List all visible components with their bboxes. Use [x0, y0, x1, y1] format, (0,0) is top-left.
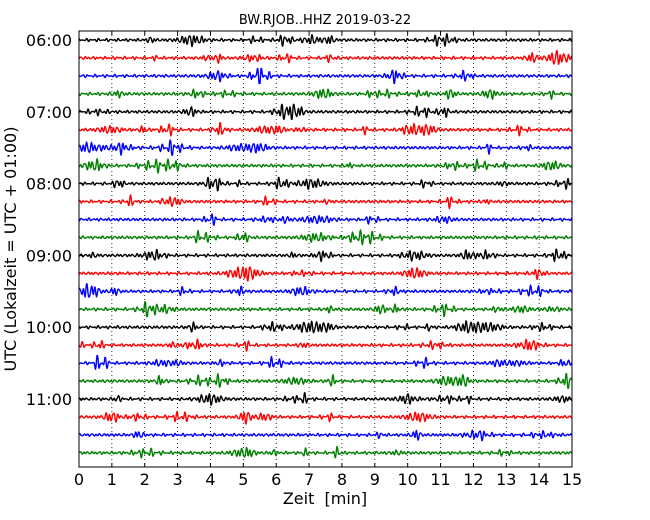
seismogram-trace [78, 354, 573, 370]
seismogram-trace [78, 283, 573, 298]
seismogram-trace [78, 320, 573, 334]
seismogram-trace [78, 176, 573, 192]
x-tick-label: 1 [107, 470, 117, 489]
seismogram-trace [78, 301, 573, 318]
seismogram-trace [78, 429, 573, 442]
grid-lines [111, 31, 540, 467]
y-tick-label: 09:00 [26, 246, 72, 265]
seismogram-trace [78, 139, 573, 156]
chart-title: BW.RJOB..HHZ 2019-03-22 [239, 13, 411, 28]
x-tick-label: 13 [496, 470, 516, 489]
x-tick-label: 7 [304, 470, 314, 489]
seismogram-trace [78, 88, 573, 100]
seismogram-traces [78, 33, 573, 459]
seismogram-trace [78, 49, 573, 66]
y-axis: 06:00 07:00 08:00 09:00 10:00 11:00 [26, 31, 572, 409]
x-tick-label: 8 [337, 470, 347, 489]
seismogram-trace [78, 121, 573, 137]
seismogram-trace [78, 373, 573, 390]
x-tick-label: 11 [430, 470, 450, 489]
x-tick-label: 15 [562, 470, 582, 489]
y-tick-label: 08:00 [26, 175, 72, 194]
seismogram-trace [78, 213, 573, 226]
seismogram-trace [78, 248, 573, 263]
x-tick-label: 5 [238, 470, 248, 489]
seismogram-trace [78, 266, 573, 282]
seismogram-trace [78, 158, 573, 174]
x-tick-label: 14 [529, 470, 549, 489]
x-tick-label: 12 [463, 470, 483, 489]
plot-border [78, 30, 573, 468]
seismogram-trace [78, 103, 573, 120]
x-axis: 0 1 2 3 4 5 6 7 8 9 10 11 12 13 14 15 [74, 31, 582, 489]
seismogram-trace [78, 391, 573, 406]
y-axis-label: UTC (Lokalzeit = UTC + 01:00) [1, 127, 20, 372]
seismogram-trace [78, 194, 573, 210]
y-tick-label: 11:00 [26, 390, 72, 409]
seismogram-trace [78, 33, 573, 48]
seismogram-trace [78, 338, 573, 352]
y-tick-label: 07:00 [26, 103, 72, 122]
plot-area [79, 31, 572, 467]
x-tick-label: 10 [397, 470, 417, 489]
x-tick-label: 3 [173, 470, 183, 489]
x-tick-label: 9 [370, 470, 380, 489]
x-tick-label: 4 [205, 470, 215, 489]
seismogram-trace [78, 411, 573, 425]
y-tick-label: 10:00 [26, 318, 72, 337]
y-tick-label: 06:00 [26, 31, 72, 50]
seismogram-trace [78, 229, 573, 246]
x-axis-label: Zeit [min] [283, 489, 367, 508]
x-tick-label: 2 [140, 470, 150, 489]
seismogram-trace [78, 445, 573, 459]
x-tick-label: 0 [74, 470, 84, 489]
seismogram-trace [78, 67, 573, 85]
x-tick-label: 6 [271, 470, 281, 489]
